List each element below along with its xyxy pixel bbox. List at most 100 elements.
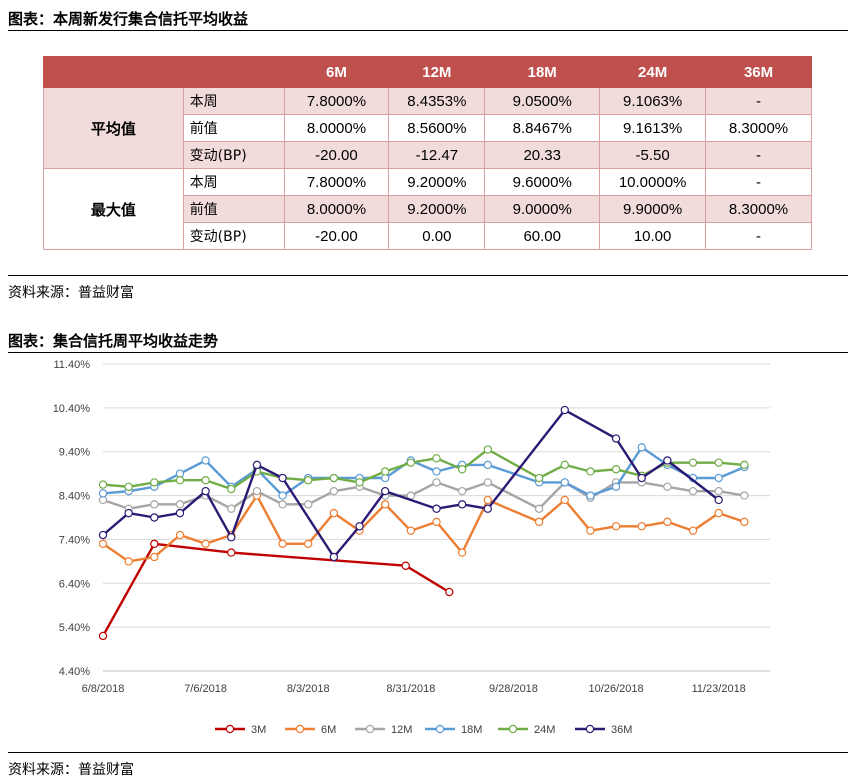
data-point-6m [560,495,569,505]
legend-marker-3m [225,724,235,734]
x-tick-label: 11/23/2018 [692,683,746,695]
table-cell: -20.00 [283,141,390,169]
row-label: 前值 [182,114,285,142]
data-point-24m [534,473,544,483]
data-point-6m [201,539,210,549]
row-label: 本周 [182,87,285,115]
row-label: 变动(BP) [182,141,285,169]
source-rule [8,275,848,276]
data-point-36m [637,473,646,483]
table-cell: 9.0500% [484,87,601,115]
data-point-36m [175,508,185,518]
row-label: 本周 [182,168,285,196]
table-cell: -20.00 [283,222,390,250]
y-tick-label: 5.40% [59,622,90,634]
table-cell: - [705,87,812,115]
data-point-12m [534,504,544,513]
table-cell: -12.47 [388,141,486,169]
data-point-18m [560,478,569,487]
table-row: 最大值 本周 7.8000% 9.2000% 9.6000% 10.0000% … [43,168,812,250]
data-point-24m [98,480,108,489]
data-point-24m [124,482,133,491]
row-label: 变动(BP) [182,222,285,250]
legend-label-12m: 12M [391,724,412,736]
data-point-18m [98,489,108,498]
yield-table: 6M 12M 18M 24M 36M 平均值 本周 7.8000% 8.4353… [43,56,812,250]
data-point-36m [98,530,108,540]
table-cell: 9.2000% [388,168,486,196]
data-point-24m [714,458,723,467]
x-tick-label: 8/3/2018 [287,683,330,695]
x-tick-label: 8/31/2018 [386,683,435,695]
table-cell: 8.4353% [388,87,486,115]
group-label-maximum: 最大值 [43,168,184,250]
table-cell: 7.8000% [283,87,390,115]
data-point-12m [663,482,672,491]
data-point-12m [329,486,339,496]
header-cell-6m: 6M [283,56,390,88]
data-point-6m [663,517,672,527]
table-cell: 9.1063% [599,87,707,115]
data-point-24m [560,460,569,470]
row-label: 前值 [182,195,285,223]
legend-marker-18m [435,724,445,734]
legend-marker-24m [508,724,518,734]
table-cell: 9.2000% [388,195,486,223]
table-row: 变动(BP) -20.00 -12.47 20.33 -5.50 - [44,141,812,169]
data-point-36m [663,456,672,465]
data-point-12m [714,486,723,496]
data-point-24m [457,465,467,474]
table-row: 变动(BP) -20.00 0.00 60.00 10.00 - [44,222,812,250]
data-point-18m [586,491,595,500]
data-point-24m [175,476,185,485]
data-point-36m [380,486,390,496]
data-point-18m [483,460,493,470]
header-cell-empty [43,56,285,88]
data-point-24m [201,476,210,485]
data-point-24m [355,478,364,487]
y-tick-label: 11.40% [54,359,91,371]
data-point-24m [227,484,236,494]
table-cell: 0.00 [388,222,486,250]
data-point-6m [483,495,493,505]
table-cell: - [705,141,812,169]
data-point-24m [150,478,159,487]
data-point-6m [611,522,621,531]
table-cell: 8.3000% [705,195,812,223]
legend-label-6m: 6M [321,724,336,736]
data-point-6m [432,517,441,527]
data-point-24m [483,445,493,454]
legend-marker-6m [295,724,305,734]
data-point-24m [432,454,441,463]
data-point-36m [150,513,159,522]
data-point-36m [611,434,621,443]
table-cell: 9.1613% [599,114,707,142]
data-point-36m [560,405,569,415]
data-point-6m [304,539,313,549]
data-point-3m [227,548,236,557]
table-cell: 8.0000% [283,114,390,142]
table-cell: 8.5600% [388,114,486,142]
header-cell-12m: 12M [388,56,486,88]
table-cell: 9.6000% [484,168,601,196]
data-point-12m [688,486,698,496]
data-point-24m [329,473,339,483]
table-cell: 8.8467% [484,114,601,142]
header-cell-36m: 36M [705,56,812,88]
data-point-12m [278,500,287,509]
data-point-12m [740,491,749,500]
data-point-18m [201,456,210,465]
table-cell: 20.33 [484,141,601,169]
data-point-18m [611,482,621,491]
legend-label-24m: 24M [534,724,555,736]
data-point-6m [124,557,133,566]
data-point-24m [380,467,390,476]
data-point-6m [380,500,390,509]
data-point-6m [534,517,544,527]
data-point-12m [432,478,441,487]
data-point-36m [355,522,364,531]
data-point-3m [401,561,410,570]
data-point-12m [457,486,467,496]
data-point-36m [457,500,467,509]
y-tick-label: 7.40% [59,534,90,546]
